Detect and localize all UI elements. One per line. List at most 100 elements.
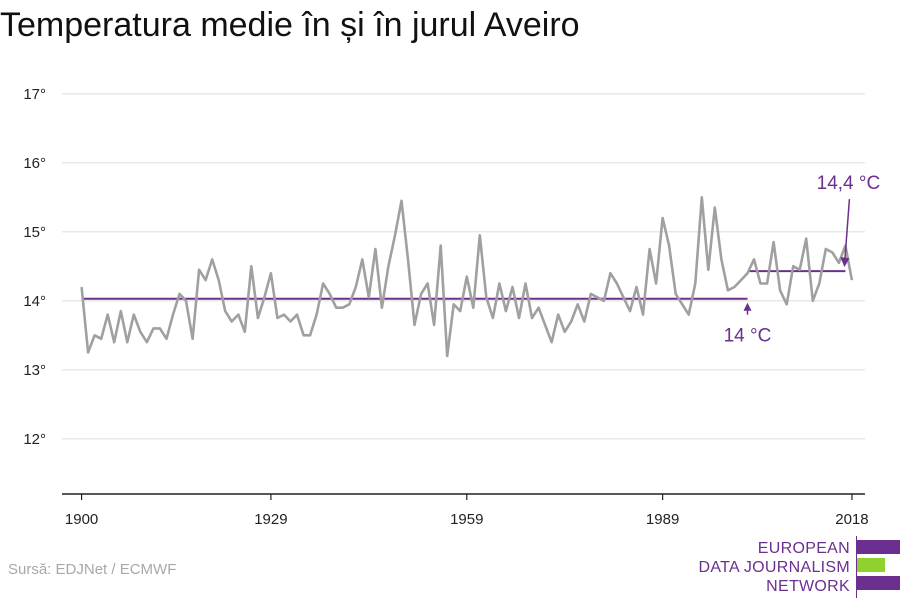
data-point bbox=[700, 196, 703, 199]
data-point bbox=[446, 355, 449, 358]
data-point bbox=[668, 244, 671, 247]
data-point bbox=[119, 310, 122, 313]
x-tick-label: 1929 bbox=[254, 511, 287, 528]
data-point bbox=[550, 341, 553, 344]
data-point bbox=[276, 317, 279, 320]
data-point bbox=[361, 258, 364, 261]
data-point bbox=[570, 320, 573, 323]
y-tick-label: 13° bbox=[23, 362, 46, 379]
data-point bbox=[851, 279, 854, 282]
data-point bbox=[648, 248, 651, 251]
data-point bbox=[335, 306, 338, 309]
data-point bbox=[518, 317, 521, 320]
data-point bbox=[263, 296, 266, 299]
data-point bbox=[472, 306, 475, 309]
y-tick-label: 12° bbox=[23, 431, 46, 448]
logo-text: EUROPEAN DATA JOURNALISM NETWORK bbox=[699, 539, 850, 596]
data-point bbox=[459, 310, 462, 313]
data-point bbox=[256, 317, 259, 320]
data-point bbox=[511, 286, 514, 289]
data-point bbox=[766, 282, 769, 285]
data-point bbox=[413, 324, 416, 327]
data-point bbox=[655, 282, 658, 285]
logo-bar-middle bbox=[857, 558, 885, 572]
data-point bbox=[387, 265, 390, 268]
data-point bbox=[433, 324, 436, 327]
data-point bbox=[452, 303, 455, 306]
data-point bbox=[818, 282, 821, 285]
logo-bar-bottom bbox=[857, 576, 900, 590]
data-point bbox=[100, 337, 103, 340]
source-note: Sursă: EDJNet / ECMWF bbox=[8, 561, 177, 578]
logo-bar-top bbox=[857, 540, 900, 554]
data-point bbox=[629, 310, 632, 313]
x-axis-ticks: 1900 1929 1959 1989 2018 bbox=[65, 494, 869, 528]
data-point bbox=[243, 330, 246, 333]
data-point bbox=[439, 244, 442, 247]
data-point bbox=[589, 293, 592, 296]
data-point bbox=[224, 310, 227, 313]
data-point bbox=[289, 320, 292, 323]
edjnet-logo: EUROPEAN DATA JOURNALISM NETWORK bbox=[699, 536, 900, 598]
data-point bbox=[250, 265, 253, 268]
data-point bbox=[302, 334, 305, 337]
data-point bbox=[557, 313, 560, 316]
data-point bbox=[420, 293, 423, 296]
data-point bbox=[198, 268, 201, 271]
data-point bbox=[328, 293, 331, 296]
data-point bbox=[805, 237, 808, 240]
temperature-series-line bbox=[80, 196, 854, 358]
data-point bbox=[106, 313, 109, 316]
data-point bbox=[204, 279, 207, 282]
annotation-label-14-4: 14,4 °C bbox=[817, 173, 881, 194]
data-point bbox=[237, 313, 240, 316]
data-point bbox=[713, 206, 716, 209]
data-point bbox=[354, 286, 357, 289]
data-point bbox=[524, 282, 527, 285]
data-point bbox=[537, 306, 540, 309]
annotation-arrowhead-14 bbox=[743, 302, 752, 311]
data-point bbox=[733, 286, 736, 289]
data-point bbox=[740, 279, 743, 282]
data-point bbox=[283, 313, 286, 316]
data-point bbox=[367, 296, 370, 299]
x-tick-label: 1989 bbox=[646, 511, 679, 528]
data-point bbox=[322, 282, 325, 285]
logo-line-3: NETWORK bbox=[766, 578, 850, 595]
data-point bbox=[113, 341, 116, 344]
data-point bbox=[478, 234, 481, 237]
data-point bbox=[152, 327, 155, 330]
data-point bbox=[681, 303, 684, 306]
y-axis-ticks: 12° 13° 14° 15° 16° 17° bbox=[23, 86, 46, 448]
data-point bbox=[230, 320, 233, 323]
data-point bbox=[772, 241, 775, 244]
data-point bbox=[191, 337, 194, 340]
data-point bbox=[498, 282, 501, 285]
logo-divider bbox=[856, 536, 857, 598]
logo-line-2: DATA JOURNALISM bbox=[698, 559, 850, 576]
data-point bbox=[380, 306, 383, 309]
data-point bbox=[172, 313, 175, 316]
data-point bbox=[602, 299, 605, 302]
reference-lines bbox=[81, 270, 846, 300]
data-point bbox=[80, 286, 83, 289]
data-point bbox=[132, 313, 135, 316]
data-point bbox=[837, 261, 840, 264]
data-point bbox=[126, 341, 129, 344]
annotation-arrow-14-4 bbox=[844, 199, 851, 260]
data-point bbox=[407, 258, 410, 261]
annotations: 14 °C 14,4 °C bbox=[724, 173, 881, 347]
data-point bbox=[185, 299, 188, 302]
data-point bbox=[831, 251, 834, 254]
data-point bbox=[674, 293, 677, 296]
data-point bbox=[544, 324, 547, 327]
data-point bbox=[798, 268, 801, 271]
data-point bbox=[211, 258, 214, 261]
data-point bbox=[374, 248, 377, 251]
data-point bbox=[746, 272, 749, 275]
data-point bbox=[616, 282, 619, 285]
x-tick-label: 1900 bbox=[65, 511, 98, 528]
data-point bbox=[270, 272, 273, 275]
data-point bbox=[87, 351, 90, 354]
data-point bbox=[785, 303, 788, 306]
